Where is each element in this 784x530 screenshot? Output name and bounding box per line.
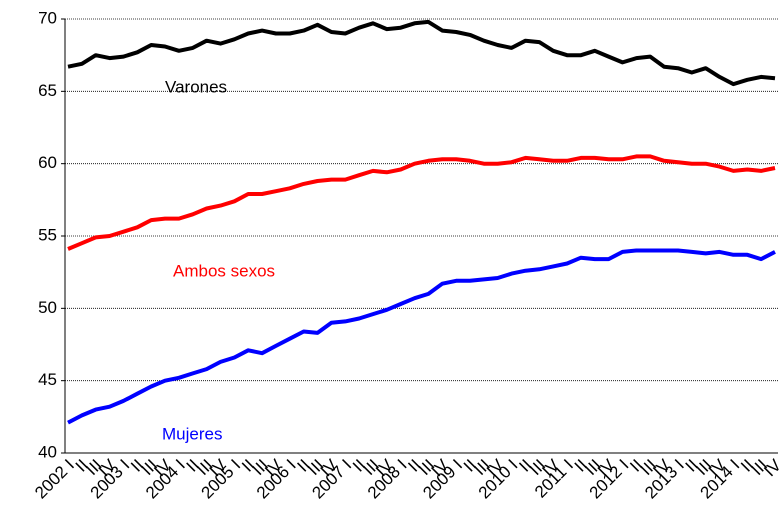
y-tick-label: 50 <box>38 298 57 317</box>
y-tick-label: 45 <box>38 370 57 389</box>
x-tick-label: IV <box>760 455 784 480</box>
y-tick-label: 40 <box>38 442 57 461</box>
series-label: Ambos sexos <box>173 261 275 280</box>
y-tick-label: 60 <box>38 153 57 172</box>
series-line <box>67 248 776 425</box>
y-tick-label: 70 <box>38 8 57 27</box>
y-tick-label: 65 <box>38 81 57 100</box>
series-line <box>67 154 776 251</box>
series-label: Varones <box>165 77 227 96</box>
y-tick-label: 55 <box>38 225 57 244</box>
series-line <box>67 19 776 87</box>
series-label: Mujeres <box>162 424 222 443</box>
